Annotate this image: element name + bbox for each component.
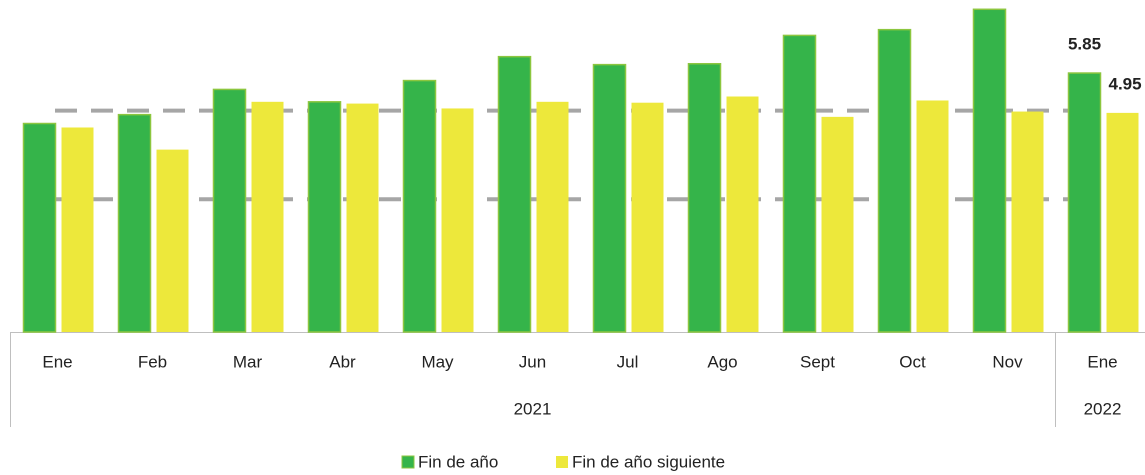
- bar: [61, 127, 94, 332]
- bar: [402, 79, 437, 333]
- bar: [877, 28, 912, 333]
- bar: [156, 149, 189, 332]
- x-tick-label: Mar: [233, 352, 263, 371]
- legend-label: Fin de año: [418, 452, 498, 471]
- x-tick-label: Ene: [42, 352, 72, 371]
- bar: [22, 122, 57, 333]
- bar: [726, 96, 759, 332]
- bar: [1106, 112, 1139, 332]
- bar: [212, 88, 247, 333]
- group-label: 2022: [1084, 399, 1122, 418]
- bar: [117, 113, 152, 333]
- x-tick-label: Ene: [1087, 352, 1117, 371]
- bar: [631, 102, 664, 332]
- bar: [1011, 111, 1044, 332]
- bar: [782, 34, 817, 333]
- data-label: 4.95: [1109, 74, 1142, 93]
- bar: [346, 103, 379, 332]
- legend-swatch: [556, 456, 568, 468]
- bar: [687, 62, 722, 333]
- bar: [536, 101, 569, 333]
- axis-frame: [10, 332, 1145, 427]
- legend-label: Fin de año siguiente: [572, 452, 725, 471]
- x-tick-label: Nov: [992, 352, 1023, 371]
- bar: [1067, 72, 1102, 333]
- x-tick-label: Abr: [329, 352, 356, 371]
- bar: [592, 63, 627, 333]
- legend-swatch: [401, 455, 415, 469]
- x-tick-label: Jun: [519, 352, 546, 371]
- data-label: 5.85: [1068, 35, 1101, 54]
- bar: [251, 101, 284, 333]
- x-tick-label: Ago: [707, 352, 737, 371]
- bar: [972, 8, 1007, 333]
- x-tick-label: Feb: [138, 352, 167, 371]
- bar: [307, 101, 342, 333]
- x-tick-label: May: [421, 352, 454, 371]
- x-tick-label: Sept: [800, 352, 835, 371]
- bar: [441, 108, 474, 332]
- x-tick-label: Jul: [617, 352, 639, 371]
- bar: [497, 55, 532, 333]
- x-tick-label: Oct: [899, 352, 926, 371]
- bar: [916, 100, 949, 332]
- group-label: 2021: [514, 399, 552, 418]
- bar: [821, 116, 854, 332]
